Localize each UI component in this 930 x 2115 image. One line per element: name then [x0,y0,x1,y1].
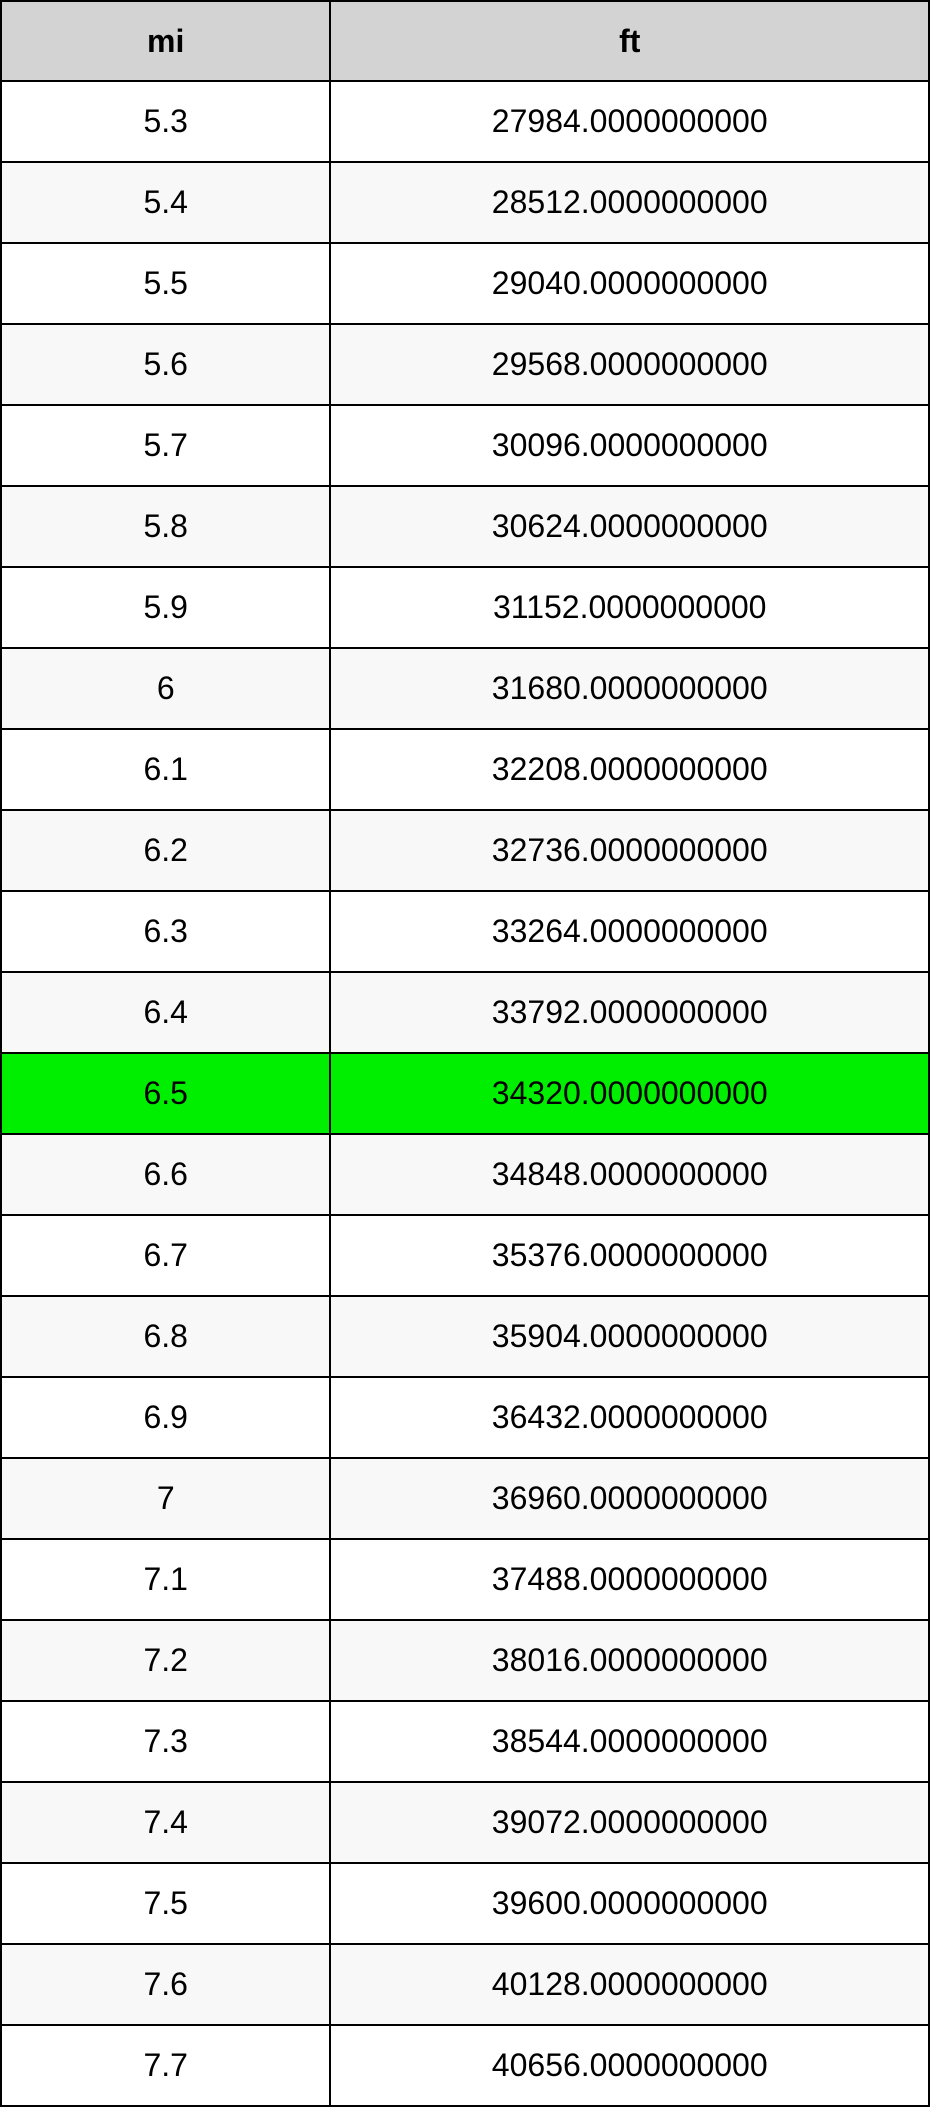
table-row: 7.338544.0000000000 [1,1701,929,1782]
cell-mi: 7.3 [1,1701,330,1782]
cell-ft: 31152.0000000000 [330,567,929,648]
table-row: 7.640128.0000000000 [1,1944,929,2025]
cell-ft: 37488.0000000000 [330,1539,929,1620]
table-body: 5.327984.00000000005.428512.00000000005.… [1,81,929,2106]
cell-ft: 29568.0000000000 [330,324,929,405]
cell-mi: 6.1 [1,729,330,810]
table-header: mi ft [1,1,929,81]
cell-ft: 39072.0000000000 [330,1782,929,1863]
column-header-mi: mi [1,1,330,81]
table-row: 6.132208.0000000000 [1,729,929,810]
cell-mi: 5.4 [1,162,330,243]
table-row: 5.931152.0000000000 [1,567,929,648]
cell-ft: 30624.0000000000 [330,486,929,567]
cell-mi: 5.9 [1,567,330,648]
table-row: 6.936432.0000000000 [1,1377,929,1458]
table-row: 7.238016.0000000000 [1,1620,929,1701]
cell-mi: 6.3 [1,891,330,972]
table-row: 736960.0000000000 [1,1458,929,1539]
cell-ft: 36432.0000000000 [330,1377,929,1458]
table-row: 6.333264.0000000000 [1,891,929,972]
table-row: 6.634848.0000000000 [1,1134,929,1215]
cell-mi: 7.6 [1,1944,330,2025]
cell-ft: 32208.0000000000 [330,729,929,810]
table-row: 5.629568.0000000000 [1,324,929,405]
cell-ft: 34848.0000000000 [330,1134,929,1215]
cell-ft: 39600.0000000000 [330,1863,929,1944]
column-header-ft: ft [330,1,929,81]
cell-mi: 5.6 [1,324,330,405]
table-row: 6.735376.0000000000 [1,1215,929,1296]
cell-mi: 7.7 [1,2025,330,2106]
cell-ft: 36960.0000000000 [330,1458,929,1539]
conversion-table: mi ft 5.327984.00000000005.428512.000000… [0,0,930,2107]
table-row: 7.137488.0000000000 [1,1539,929,1620]
table-row: 7.539600.0000000000 [1,1863,929,1944]
table-row: 6.232736.0000000000 [1,810,929,891]
table-row: 7.439072.0000000000 [1,1782,929,1863]
cell-ft: 38016.0000000000 [330,1620,929,1701]
cell-mi: 5.3 [1,81,330,162]
header-row: mi ft [1,1,929,81]
cell-mi: 7 [1,1458,330,1539]
cell-ft: 40128.0000000000 [330,1944,929,2025]
cell-mi: 6.4 [1,972,330,1053]
cell-ft: 32736.0000000000 [330,810,929,891]
cell-ft: 40656.0000000000 [330,2025,929,2106]
table-row: 6.835904.0000000000 [1,1296,929,1377]
cell-ft: 27984.0000000000 [330,81,929,162]
table-row: 5.830624.0000000000 [1,486,929,567]
table-row: 5.327984.0000000000 [1,81,929,162]
table-row: 631680.0000000000 [1,648,929,729]
table-row: 6.534320.0000000000 [1,1053,929,1134]
cell-ft: 34320.0000000000 [330,1053,929,1134]
cell-mi: 7.5 [1,1863,330,1944]
cell-mi: 7.2 [1,1620,330,1701]
cell-mi: 6.7 [1,1215,330,1296]
table-row: 5.529040.0000000000 [1,243,929,324]
cell-mi: 6.2 [1,810,330,891]
cell-ft: 38544.0000000000 [330,1701,929,1782]
cell-mi: 7.4 [1,1782,330,1863]
cell-ft: 30096.0000000000 [330,405,929,486]
table-row: 5.730096.0000000000 [1,405,929,486]
cell-ft: 35904.0000000000 [330,1296,929,1377]
table-row: 5.428512.0000000000 [1,162,929,243]
cell-mi: 6 [1,648,330,729]
cell-ft: 29040.0000000000 [330,243,929,324]
cell-mi: 5.5 [1,243,330,324]
cell-mi: 7.1 [1,1539,330,1620]
table-row: 7.740656.0000000000 [1,2025,929,2106]
cell-ft: 33264.0000000000 [330,891,929,972]
cell-ft: 31680.0000000000 [330,648,929,729]
cell-mi: 6.5 [1,1053,330,1134]
cell-ft: 28512.0000000000 [330,162,929,243]
cell-mi: 6.9 [1,1377,330,1458]
table-row: 6.433792.0000000000 [1,972,929,1053]
cell-mi: 6.6 [1,1134,330,1215]
cell-mi: 6.8 [1,1296,330,1377]
cell-mi: 5.8 [1,486,330,567]
cell-mi: 5.7 [1,405,330,486]
cell-ft: 33792.0000000000 [330,972,929,1053]
cell-ft: 35376.0000000000 [330,1215,929,1296]
